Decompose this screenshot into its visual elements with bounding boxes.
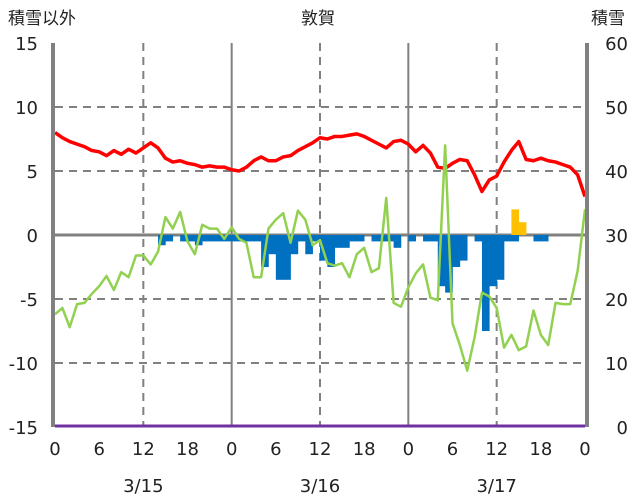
snowfall-bar (518, 222, 527, 235)
left-axis-label: 積雪以外 (8, 9, 76, 29)
snow-depth-line (54, 144, 587, 372)
snow_decrease-bar (305, 235, 313, 255)
snow_decrease-bar (356, 235, 365, 242)
snow_decrease-bar (224, 235, 232, 242)
temperature-line (54, 131, 587, 198)
snow_decrease-bar (430, 235, 439, 242)
left-tick-label: 15 (15, 34, 38, 55)
date-label: 3/17 (476, 476, 516, 497)
x-tick-label: 0 (403, 439, 414, 460)
snow_decrease-bar (283, 235, 291, 280)
left-tick-label: 5 (27, 162, 38, 183)
snow_decrease-bar (209, 235, 218, 242)
left-tick-label: -15 (9, 418, 38, 439)
date-label: 3/15 (123, 476, 163, 497)
snow_decrease-bar (533, 235, 542, 242)
snow_decrease-bar (275, 235, 284, 280)
right-tick-label: 20 (605, 290, 628, 311)
snow_decrease-bar (349, 235, 358, 242)
x-tick-label: 0 (579, 439, 590, 460)
left-tick-label: -5 (20, 290, 38, 311)
snowfall-bar (511, 209, 520, 235)
x-tick-label: 18 (176, 439, 199, 460)
snow_decrease-bar (481, 235, 490, 331)
right-tick-label: 40 (605, 162, 628, 183)
right-tick-label: 50 (605, 98, 628, 119)
snow_decrease-bar (393, 235, 402, 248)
snow_decrease-bar (334, 235, 343, 248)
right-axis-label: 積雪 (591, 9, 625, 29)
snow_decrease-bar (342, 235, 350, 248)
snow_decrease-bar (452, 235, 461, 267)
x-tick-label: 0 (49, 439, 60, 460)
snow_decrease-bar (158, 235, 166, 246)
snow_decrease-bar (290, 235, 299, 255)
snow_decrease-bar (489, 235, 497, 287)
x-tick-label: 6 (447, 439, 458, 460)
snow_decrease-bar (231, 235, 240, 242)
snow_decrease-bar (320, 235, 328, 261)
right-tick-label: 30 (605, 226, 628, 247)
snow_decrease-bar (239, 235, 247, 242)
snow_decrease-bar (504, 235, 512, 242)
right-tick-label: 60 (605, 34, 628, 55)
x-tick-label: 12 (309, 439, 332, 460)
snow_decrease-bar (253, 235, 262, 242)
snow_decrease-bar (312, 235, 321, 242)
snow_decrease-bar (180, 235, 188, 242)
date-label: 3/16 (300, 476, 340, 497)
snow_decrease-bar (187, 235, 196, 242)
left-tick-label: 0 (27, 226, 38, 247)
x-tick-label: 0 (226, 439, 237, 460)
snow_decrease-bar (327, 235, 336, 267)
x-tick-label: 12 (132, 439, 155, 460)
x-tick-label: 18 (529, 439, 552, 460)
x-tick-label: 6 (270, 439, 281, 460)
snow_decrease-bar (474, 235, 483, 242)
snow_decrease-bar (216, 235, 225, 242)
snow_decrease-bar (165, 235, 174, 242)
snow_decrease-bar (540, 235, 549, 242)
snow_decrease-bar (423, 235, 431, 242)
left-tick-label: -10 (9, 354, 38, 375)
snow_decrease-bar (511, 235, 520, 242)
x-tick-label: 12 (485, 439, 508, 460)
x-tick-label: 6 (93, 439, 104, 460)
snow_decrease-bar (268, 235, 277, 255)
right-tick-label: 0 (617, 418, 628, 439)
snow_decrease-bar (371, 235, 380, 242)
snow_decrease-bar (496, 235, 505, 280)
chart-title: 敦賀 (301, 9, 335, 29)
snow_decrease-bar (437, 235, 446, 287)
snow_decrease-bar (202, 235, 210, 242)
snow_decrease-bar (246, 235, 255, 242)
snow_decrease-bar (408, 235, 416, 242)
right-tick-label: 10 (605, 354, 628, 375)
snow_decrease-bar (459, 235, 468, 261)
left-tick-label: 10 (15, 98, 38, 119)
snow_decrease-bar (297, 235, 306, 242)
x-tick-label: 18 (353, 439, 376, 460)
